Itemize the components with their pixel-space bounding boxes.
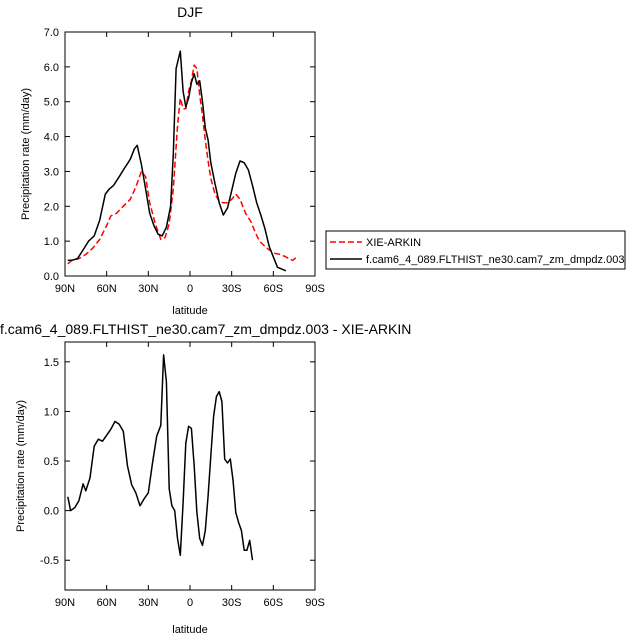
- bottom-x-tick: 90N: [55, 342, 75, 609]
- legend-label-xie-arkin: XIE-ARKIN: [366, 237, 421, 249]
- bottom-panel: f.cam6_4_089.FLTHIST_ne30.cam7_zm_dmpdz.…: [0, 321, 411, 636]
- top-x-ticks: 90N 60N 30N 0 30S 60S 90S: [55, 32, 325, 295]
- top-y-tick: 6.0: [44, 62, 315, 74]
- bottom-x-tick: 30S: [222, 342, 242, 609]
- top-y-tick: 4.0: [44, 132, 315, 144]
- bottom-plot-frame: [64, 341, 316, 591]
- bottom-y-tick-label: 1.5: [44, 357, 59, 369]
- bottom-y-tick: 0.5: [44, 456, 315, 468]
- bottom-series-lines: [67, 354, 254, 561]
- bottom-x-tick-label: 30S: [222, 597, 242, 609]
- legend-box: [325, 230, 626, 270]
- bottom-y-tick-label: 0.5: [44, 456, 59, 468]
- top-y-tick-label: 5.0: [44, 97, 59, 109]
- top-x-tick: 60N: [97, 32, 117, 295]
- bottom-x-tick-label: 60S: [264, 597, 284, 609]
- bottom-y-tick: 0.0: [44, 506, 315, 518]
- bottom-x-tick: 30N: [138, 342, 158, 609]
- top-y-tick-label: 2.0: [44, 201, 59, 213]
- top-y-tick: 2.0: [44, 201, 315, 213]
- bottom-y-tick: 1.5: [44, 357, 315, 369]
- top-x-tick-label: 60N: [97, 283, 117, 295]
- top-chart-title: DJF: [177, 4, 203, 20]
- bottom-x-tick-label: 30N: [138, 597, 158, 609]
- top-x-tick-label: 90S: [305, 283, 325, 295]
- top-y-tick: 7.0: [44, 27, 315, 39]
- top-x-tick: 30N: [138, 32, 158, 295]
- top-series-lines: [67, 50, 298, 272]
- top-y-axis-label: Precipitation rate (mm/day): [20, 88, 32, 220]
- bottom-y-tick: -0.5: [40, 555, 315, 567]
- bottom-x-ticks: 90N 60N 30N 0 30S 60S 90S: [55, 342, 325, 609]
- bottom-x-tick-label: 90N: [55, 597, 75, 609]
- bottom-x-tick: 60N: [97, 342, 117, 609]
- top-y-ticks: 0.0 1.0 2.0 3.0 4.0 5.0 6.0 7.0: [44, 27, 315, 283]
- top-y-tick-label: 6.0: [44, 62, 59, 74]
- top-panel: DJF 0.0 1.0 2.0 3.0 4.0 5.0 6.0 7.0 90N 60N 30N 0 3…: [20, 4, 325, 317]
- bottom-x-tick: 0: [187, 342, 193, 609]
- top-x-tick: 90N: [55, 32, 75, 295]
- top-y-tick: 0.0: [44, 271, 315, 283]
- bottom-x-tick-label: 0: [187, 597, 193, 609]
- top-series-line-1: [67, 50, 287, 272]
- legend-label-model: f.cam6_4_089.FLTHIST_ne30.cam7_zm_dmpdz.…: [366, 254, 624, 266]
- bottom-y-axis-label: Precipitation rate (mm/day): [15, 400, 27, 532]
- bottom-x-tick: 90S: [305, 342, 325, 609]
- top-y-tick-label: 4.0: [44, 132, 59, 144]
- top-x-tick: 30S: [222, 32, 242, 295]
- bottom-y-ticks: -0.5 0.0 0.5 1.0 1.5: [40, 357, 315, 567]
- top-x-tick-label: 0: [187, 283, 193, 295]
- top-y-tick-label: 0.0: [44, 271, 59, 283]
- top-y-tick: 5.0: [44, 97, 315, 109]
- bottom-x-tick: 60S: [264, 342, 284, 609]
- top-x-tick-label: 90N: [55, 283, 75, 295]
- bottom-y-tick-label: -0.5: [40, 555, 59, 567]
- bottom-x-tick-label: 90S: [305, 597, 325, 609]
- top-series-line-0: [67, 64, 298, 265]
- top-y-tick-label: 3.0: [44, 166, 59, 178]
- legend: XIE-ARKIN f.cam6_4_089.FLTHIST_ne30.cam7…: [325, 230, 626, 270]
- top-y-tick: 1.0: [44, 236, 315, 248]
- bottom-chart-title: f.cam6_4_089.FLTHIST_ne30.cam7_zm_dmpdz.…: [0, 321, 411, 337]
- top-plot-frame: [64, 31, 316, 277]
- bottom-y-tick-label: 1.0: [44, 406, 59, 418]
- bottom-x-tick-label: 60N: [97, 597, 117, 609]
- top-y-tick-label: 1.0: [44, 236, 59, 248]
- top-y-tick: 3.0: [44, 166, 315, 178]
- top-x-tick-label: 60S: [264, 283, 284, 295]
- bottom-y-tick-label: 0.0: [44, 506, 59, 518]
- bottom-series-line-0: [67, 354, 254, 561]
- top-x-tick-label: 30S: [222, 283, 242, 295]
- bottom-y-tick: 1.0: [44, 406, 315, 418]
- bottom-x-axis-label: latitude: [172, 624, 207, 636]
- top-x-tick-label: 30N: [138, 283, 158, 295]
- top-x-tick: 60S: [264, 32, 284, 295]
- top-y-tick-label: 7.0: [44, 27, 59, 39]
- top-x-axis-label: latitude: [172, 305, 207, 317]
- top-x-tick: 0: [187, 32, 193, 295]
- top-x-tick: 90S: [305, 32, 325, 295]
